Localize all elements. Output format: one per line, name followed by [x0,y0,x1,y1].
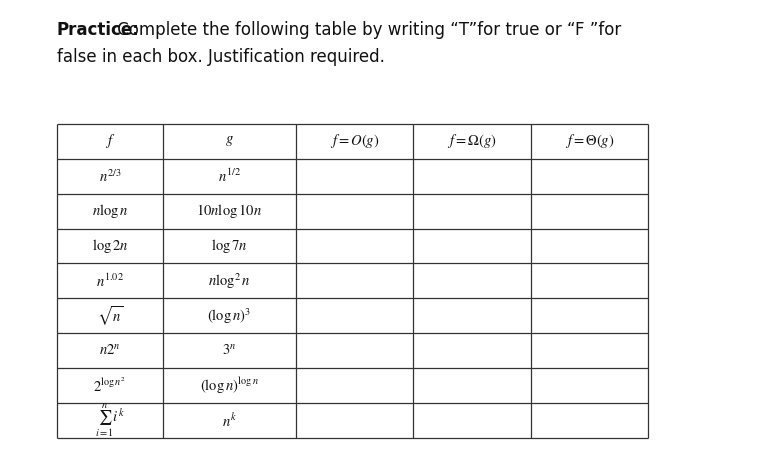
Text: $f = \Theta(g)$: $f = \Theta(g)$ [565,132,614,151]
Text: $g$: $g$ [225,134,233,148]
Text: $3^n$: $3^n$ [222,343,236,358]
Text: $f = O(g)$: $f = O(g)$ [330,132,379,151]
Text: $n^k$: $n^k$ [222,411,236,430]
Text: $(\log n)^{\log n}$: $(\log n)^{\log n}$ [200,375,258,396]
Text: $n\log n$: $n\log n$ [92,202,128,220]
Text: $n2^n$: $n2^n$ [99,343,121,358]
Text: $\log 2n$: $\log 2n$ [92,237,128,255]
Text: $\sqrt{n}$: $\sqrt{n}$ [96,304,124,328]
Text: $n\log^2 n$: $n\log^2 n$ [208,271,251,291]
Text: $10n\log 10n$: $10n\log 10n$ [196,202,262,220]
Text: $n^{1.02}$: $n^{1.02}$ [96,272,124,290]
Text: $2^{\log n^2}$: $2^{\log n^2}$ [93,376,127,395]
Text: $f = \Omega(g)$: $f = \Omega(g)$ [447,132,496,151]
Text: $n^{1/2}$: $n^{1/2}$ [218,168,241,185]
Text: Practice:: Practice: [57,21,139,39]
Text: false in each box. Justification required.: false in each box. Justification require… [57,48,385,66]
Text: $f$: $f$ [105,132,115,151]
Text: $\sum_{i=1}^{n} i^k$: $\sum_{i=1}^{n} i^k$ [95,402,125,439]
Text: $(\log n)^3$: $(\log n)^3$ [207,306,252,325]
Text: $\log 7n$: $\log 7n$ [211,237,248,255]
Text: $n^{2/3}$: $n^{2/3}$ [99,168,121,185]
Text: Complete the following table by writing “T”for true or “F ”for: Complete the following table by writing … [112,21,622,39]
